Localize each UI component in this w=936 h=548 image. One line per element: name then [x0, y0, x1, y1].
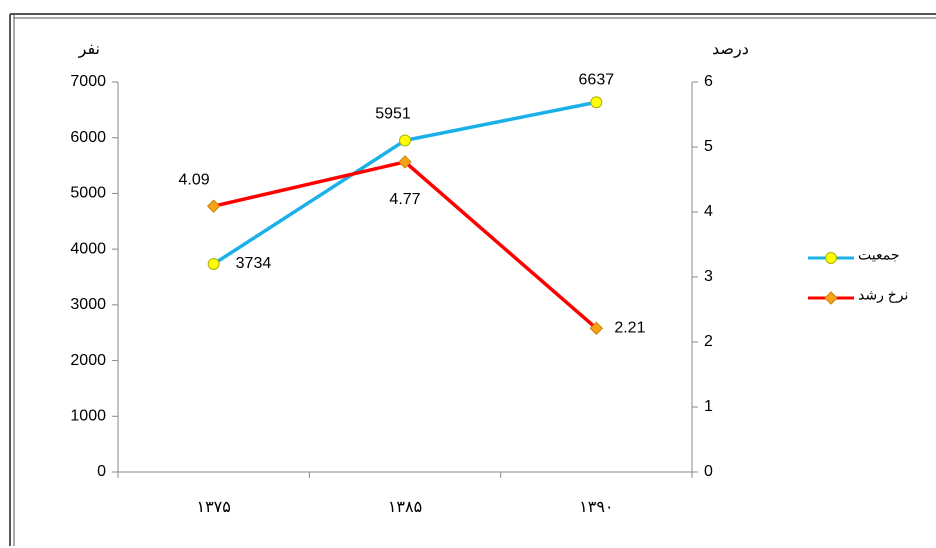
- x-tick-label: ۱۳۹۰: [579, 499, 613, 516]
- data-label: 3734: [236, 255, 272, 272]
- data-label: 5951: [375, 106, 411, 123]
- marker: [589, 321, 604, 336]
- y-tick-label: 1000: [70, 408, 106, 425]
- marker: [590, 96, 603, 109]
- x-tick-label: ۱۳۷۵: [196, 499, 230, 516]
- data-label: 2.21: [614, 320, 645, 337]
- y2-tick-label: 2: [704, 333, 713, 350]
- x-tick-label: ۱۳۸۵: [388, 499, 422, 516]
- y2-tick-label: 5: [704, 138, 713, 155]
- y-tick-label: 0: [97, 463, 106, 480]
- marker: [825, 252, 837, 264]
- y2-axis-label: درصد: [712, 41, 749, 58]
- y2-tick-label: 6: [704, 73, 713, 90]
- legend-label: جمعیت: [858, 247, 899, 263]
- y-tick-label: 2000: [70, 352, 106, 369]
- y2-tick-label: 3: [704, 268, 713, 285]
- y-tick-label: 5000: [70, 185, 106, 202]
- y2-tick-label: 1: [704, 398, 713, 415]
- data-label: 6637: [579, 71, 615, 88]
- marker: [824, 291, 838, 305]
- y-tick-label: 7000: [70, 73, 106, 90]
- marker: [207, 257, 220, 270]
- marker: [206, 199, 221, 213]
- marker: [398, 155, 412, 169]
- y2-tick-label: 0: [704, 463, 713, 480]
- y2-tick-label: 4: [704, 203, 713, 220]
- y-tick-label: 3000: [70, 296, 106, 313]
- data-label: 4.09: [179, 171, 210, 188]
- y-axis-label: نفر: [78, 41, 100, 58]
- data-label: 4.77: [389, 191, 420, 208]
- y-tick-label: 4000: [70, 240, 106, 257]
- y-tick-label: 6000: [70, 129, 106, 146]
- legend-label: نرخ رشد: [858, 287, 908, 304]
- marker: [399, 134, 411, 147]
